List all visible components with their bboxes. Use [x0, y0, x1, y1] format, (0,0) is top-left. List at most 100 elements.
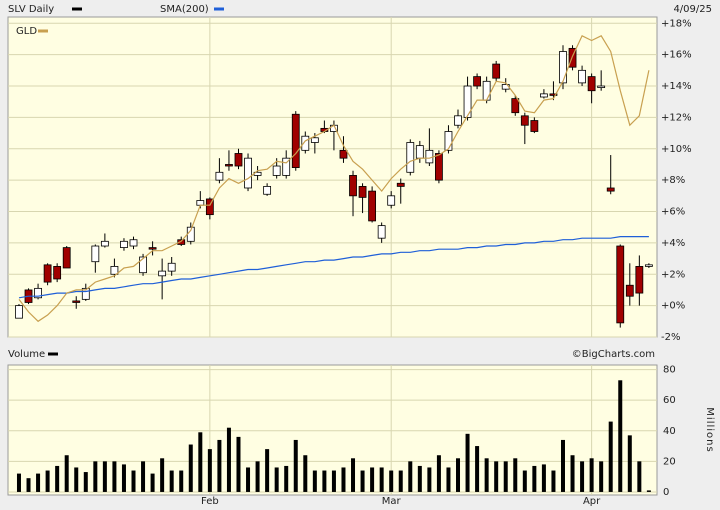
candle-body	[368, 190, 377, 222]
candle-body	[425, 149, 434, 164]
candle-body	[263, 186, 272, 195]
y-tick-label: -2%	[661, 332, 680, 343]
price-panel	[7, 16, 658, 338]
candle-body	[291, 113, 300, 168]
legend-label: SLV Daily	[8, 4, 54, 15]
x-tick-label: Mar	[382, 496, 402, 507]
volume-bar	[589, 458, 594, 492]
candle-body	[482, 80, 491, 101]
volume-bar	[417, 465, 422, 492]
volume-bar	[580, 461, 585, 492]
volume-title: Volume	[8, 349, 45, 360]
volume-bar	[608, 421, 613, 492]
x-tick-label: Apr	[583, 496, 601, 507]
volume-bar	[36, 473, 41, 492]
volume-bar	[16, 473, 21, 492]
volume-bar	[618, 380, 623, 492]
candle-body	[463, 85, 472, 118]
volume-bar	[226, 427, 231, 492]
candle-body	[91, 245, 100, 263]
candle-body	[205, 198, 214, 216]
candle-body	[435, 153, 443, 181]
candle-body	[625, 284, 634, 297]
candle-body	[81, 287, 90, 300]
volume-bar	[102, 461, 107, 492]
volume-bar	[55, 465, 60, 492]
candle-body	[644, 264, 653, 267]
candle-body	[578, 69, 586, 84]
volume-bar	[436, 455, 441, 492]
volume-bar	[560, 439, 565, 492]
candle-body	[454, 115, 462, 126]
volume-bar	[627, 435, 632, 492]
volume-bar	[293, 439, 298, 492]
y-tick-label: +8%	[661, 175, 685, 186]
candle-body	[377, 225, 386, 239]
candle-body	[349, 175, 357, 197]
volume-bar	[74, 467, 79, 492]
candle-body	[606, 187, 615, 192]
volume-bar	[246, 467, 251, 492]
candle-body	[139, 256, 147, 274]
candle-body	[540, 93, 548, 98]
date-label: 4/09/25	[673, 4, 712, 15]
candle-body	[120, 240, 128, 248]
candle-body	[62, 247, 71, 269]
candle-body	[234, 153, 243, 167]
y-tick-label: 60	[663, 395, 676, 406]
x-tick-label: Feb	[201, 496, 219, 507]
y-tick-label: +0%	[661, 301, 685, 312]
candle-body	[339, 149, 348, 159]
volume-bar	[121, 464, 126, 492]
volume-bar	[465, 433, 470, 492]
y-tick-label: +4%	[661, 238, 685, 249]
candle-body	[444, 131, 453, 151]
legend-swatch	[72, 7, 82, 11]
candle-body	[167, 262, 176, 272]
volume-bar	[456, 458, 461, 492]
volume-bar	[475, 446, 480, 492]
candle-body	[215, 171, 224, 181]
y-tick-label: +10%	[661, 144, 692, 155]
candle-body	[177, 239, 186, 245]
volume-bar	[389, 470, 394, 492]
candle-body	[43, 264, 52, 283]
legend-label: GLD	[16, 26, 37, 37]
volume-bar	[379, 467, 384, 492]
candle-body	[310, 137, 319, 143]
volume-bar	[45, 470, 50, 492]
volume-bar	[179, 470, 184, 492]
volume-bar	[207, 449, 212, 492]
candle-body	[406, 142, 415, 173]
volume-bar	[370, 467, 375, 492]
volume-bar	[160, 458, 165, 492]
volume-bar	[255, 461, 260, 492]
candle-body	[15, 305, 23, 319]
volume-bar	[513, 458, 518, 492]
candle-body	[301, 135, 310, 151]
line-series	[18, 236, 649, 299]
y-axis-label: Millions	[704, 407, 715, 452]
candle-body	[520, 115, 529, 126]
y-tick-label: +6%	[661, 207, 685, 218]
volume-bar	[484, 458, 489, 492]
volume-bar	[494, 461, 499, 492]
candle-body	[148, 247, 157, 250]
line-series	[18, 34, 650, 323]
y-tick-label: +18%	[661, 18, 692, 29]
volume-bar	[83, 472, 88, 492]
candle-body	[587, 76, 596, 92]
volume-bar	[570, 455, 575, 492]
volume-bar	[265, 449, 270, 492]
candle-body	[492, 63, 501, 79]
y-tick-label: 0	[663, 487, 669, 498]
volume-bar	[64, 455, 69, 492]
volume-bar	[169, 470, 174, 492]
volume-bar	[150, 473, 155, 492]
candle-body	[358, 186, 367, 198]
volume-bar	[541, 464, 546, 492]
volume-bar	[551, 470, 556, 492]
candle-body	[129, 239, 138, 247]
